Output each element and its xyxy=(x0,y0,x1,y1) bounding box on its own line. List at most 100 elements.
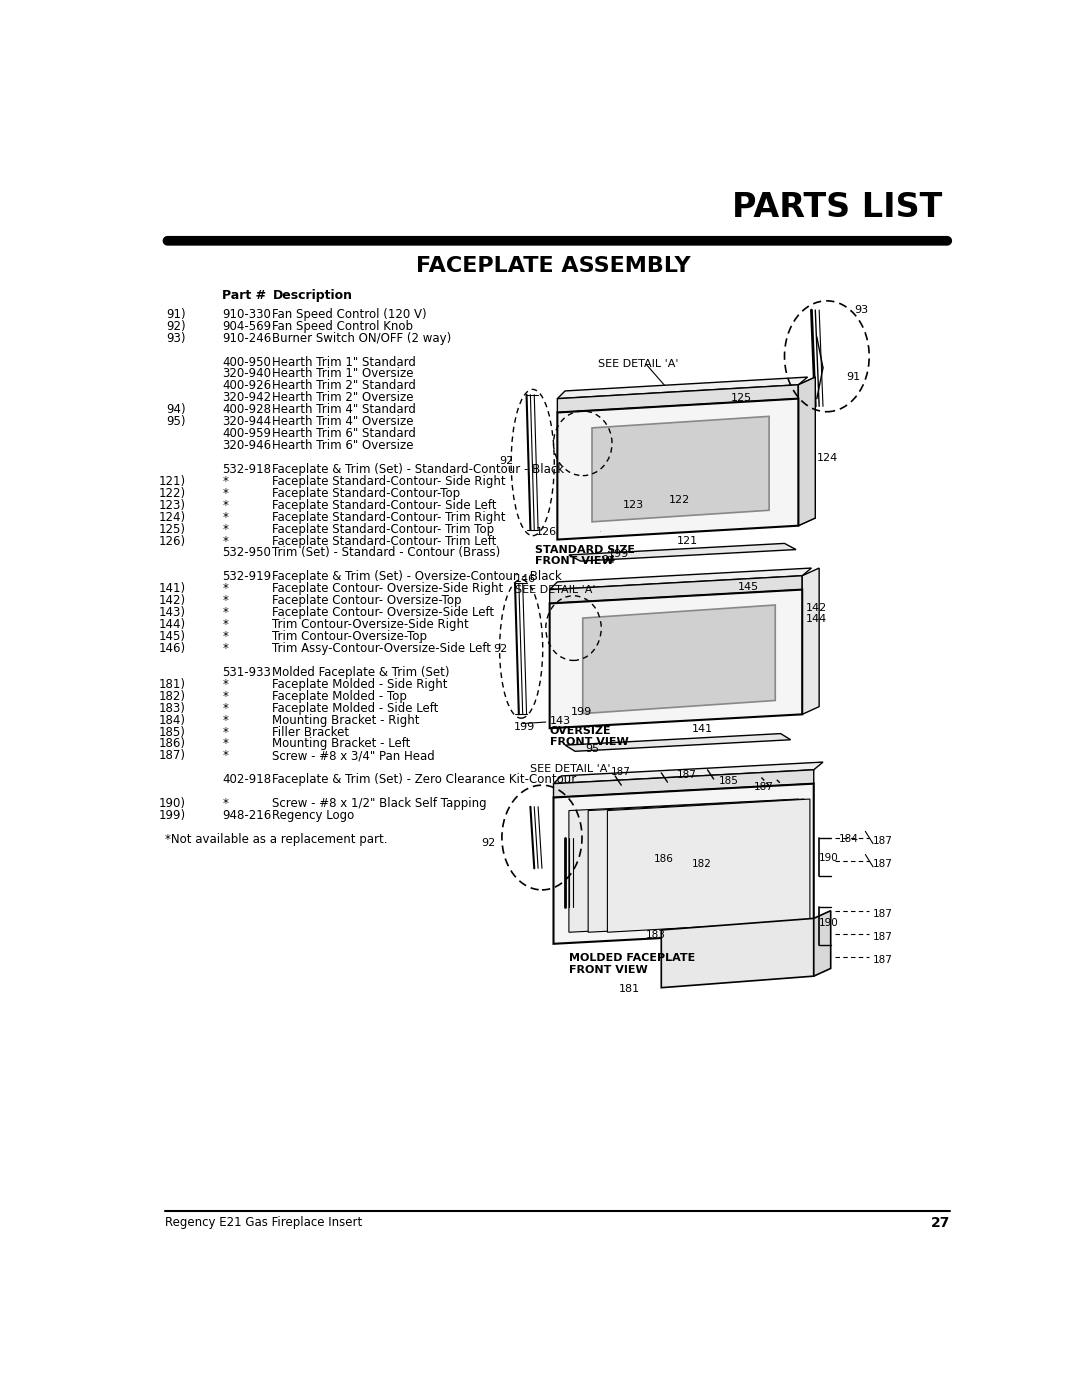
Text: 182: 182 xyxy=(692,859,712,869)
Polygon shape xyxy=(583,605,775,714)
Text: 532-950: 532-950 xyxy=(222,546,271,559)
Text: Faceplate Molded - Side Left: Faceplate Molded - Side Left xyxy=(272,701,438,715)
Text: 94: 94 xyxy=(600,555,616,564)
Text: 145: 145 xyxy=(739,583,759,592)
Text: 948-216: 948-216 xyxy=(222,809,272,821)
Text: *: * xyxy=(222,630,228,643)
Text: 122: 122 xyxy=(669,495,690,504)
Text: 402-918: 402-918 xyxy=(222,774,271,787)
Text: 184): 184) xyxy=(159,714,186,726)
Text: *: * xyxy=(222,643,228,655)
Text: Screw - #8 x 1/2" Black Self Tapping: Screw - #8 x 1/2" Black Self Tapping xyxy=(272,798,487,810)
Text: 121: 121 xyxy=(677,535,698,546)
Text: 125: 125 xyxy=(730,393,752,404)
Text: MOLDED FACEPLATE: MOLDED FACEPLATE xyxy=(569,953,696,963)
Text: 182): 182) xyxy=(159,690,186,703)
Text: Faceplate Standard-Contour- Side Right: Faceplate Standard-Contour- Side Right xyxy=(272,475,507,488)
Text: 122): 122) xyxy=(159,486,186,500)
Text: 181: 181 xyxy=(619,983,640,993)
Text: *: * xyxy=(222,617,228,631)
Text: 93: 93 xyxy=(854,305,868,314)
Text: FRONT VIEW: FRONT VIEW xyxy=(569,964,648,975)
Text: 186: 186 xyxy=(653,855,674,865)
Text: 187: 187 xyxy=(873,956,893,965)
Text: *Not available as a replacement part.: *Not available as a replacement part. xyxy=(164,833,387,847)
Text: 187: 187 xyxy=(873,859,893,869)
Text: 142): 142) xyxy=(159,594,186,608)
Polygon shape xyxy=(554,763,823,784)
Text: 185: 185 xyxy=(719,775,739,787)
Polygon shape xyxy=(592,416,769,522)
Text: Hearth Trim 1" Standard: Hearth Trim 1" Standard xyxy=(272,355,416,369)
Text: Mounting Bracket - Left: Mounting Bracket - Left xyxy=(272,738,410,750)
Text: 141: 141 xyxy=(692,724,713,733)
Text: Regency Logo: Regency Logo xyxy=(272,809,354,821)
Text: FACEPLATE ASSEMBLY: FACEPLATE ASSEMBLY xyxy=(416,256,691,277)
Text: Hearth Trim 2" Oversize: Hearth Trim 2" Oversize xyxy=(272,391,414,404)
Text: Faceplate Standard-Contour- Trim Left: Faceplate Standard-Contour- Trim Left xyxy=(272,535,497,548)
Text: *: * xyxy=(222,701,228,715)
Text: 142: 142 xyxy=(806,602,827,613)
Text: Faceplate Molded - Top: Faceplate Molded - Top xyxy=(272,690,407,703)
Text: PARTS LIST: PARTS LIST xyxy=(732,191,943,224)
Text: Faceplate Standard-Contour- Trim Top: Faceplate Standard-Contour- Trim Top xyxy=(272,522,495,535)
Text: SEE DETAIL 'A': SEE DETAIL 'A' xyxy=(530,764,611,774)
Polygon shape xyxy=(557,398,798,539)
Text: 199: 199 xyxy=(513,722,535,732)
Text: 95): 95) xyxy=(166,415,186,429)
Text: Trim Assy-Contour-Oversize-Side Left: Trim Assy-Contour-Oversize-Side Left xyxy=(272,643,491,655)
Text: 94): 94) xyxy=(166,404,186,416)
Polygon shape xyxy=(554,784,813,944)
Text: Hearth Trim 1" Oversize: Hearth Trim 1" Oversize xyxy=(272,367,414,380)
Text: 187): 187) xyxy=(159,749,186,763)
Text: *: * xyxy=(222,606,228,619)
Text: *: * xyxy=(222,690,228,703)
Polygon shape xyxy=(550,576,802,604)
Text: *: * xyxy=(222,475,228,488)
Polygon shape xyxy=(569,543,796,562)
Text: 126: 126 xyxy=(537,527,557,538)
Polygon shape xyxy=(557,377,808,398)
Text: 185): 185) xyxy=(159,725,186,739)
Text: Faceplate Contour- Oversize-Top: Faceplate Contour- Oversize-Top xyxy=(272,594,462,608)
Polygon shape xyxy=(565,733,791,752)
Text: Trim (Set) - Standard - Contour (Brass): Trim (Set) - Standard - Contour (Brass) xyxy=(272,546,501,559)
Text: 190): 190) xyxy=(159,798,186,810)
Text: 320-946: 320-946 xyxy=(222,439,271,453)
Text: 123): 123) xyxy=(159,499,186,511)
Polygon shape xyxy=(550,590,802,728)
Text: 145): 145) xyxy=(159,630,186,643)
Text: *: * xyxy=(222,725,228,739)
Polygon shape xyxy=(802,569,819,714)
Text: 187: 187 xyxy=(677,770,697,780)
Text: FRONT VIEW: FRONT VIEW xyxy=(535,556,613,567)
Text: 187: 187 xyxy=(873,835,893,847)
Text: *: * xyxy=(222,535,228,548)
Text: 910-330: 910-330 xyxy=(222,307,271,321)
Polygon shape xyxy=(589,799,805,932)
Text: 183): 183) xyxy=(159,701,186,715)
Text: Regency E21 Gas Fireplace Insert: Regency E21 Gas Fireplace Insert xyxy=(164,1217,362,1229)
Text: *: * xyxy=(222,499,228,511)
Text: Hearth Trim 2" Standard: Hearth Trim 2" Standard xyxy=(272,380,416,393)
Text: SEE DETAIL 'A': SEE DETAIL 'A' xyxy=(515,585,595,595)
Text: 190: 190 xyxy=(819,918,839,929)
Text: 531-933: 531-933 xyxy=(222,666,271,679)
Text: Hearth Trim 6" Standard: Hearth Trim 6" Standard xyxy=(272,427,416,440)
Text: *: * xyxy=(222,738,228,750)
Text: 199: 199 xyxy=(570,707,592,717)
Polygon shape xyxy=(557,384,798,412)
Text: *: * xyxy=(222,714,228,726)
Text: *: * xyxy=(222,486,228,500)
Text: 126): 126) xyxy=(159,535,186,548)
Polygon shape xyxy=(607,799,810,932)
Text: Mounting Bracket - Right: Mounting Bracket - Right xyxy=(272,714,420,726)
Polygon shape xyxy=(569,799,798,932)
Text: Screw - #8 x 3/4" Pan Head: Screw - #8 x 3/4" Pan Head xyxy=(272,749,435,763)
Text: 124): 124) xyxy=(159,511,186,524)
Text: 190: 190 xyxy=(819,854,839,863)
Text: 91: 91 xyxy=(846,372,861,381)
Text: 532-918: 532-918 xyxy=(222,462,271,476)
Text: 146): 146) xyxy=(159,643,186,655)
Text: OVERSIZE: OVERSIZE xyxy=(550,726,611,736)
